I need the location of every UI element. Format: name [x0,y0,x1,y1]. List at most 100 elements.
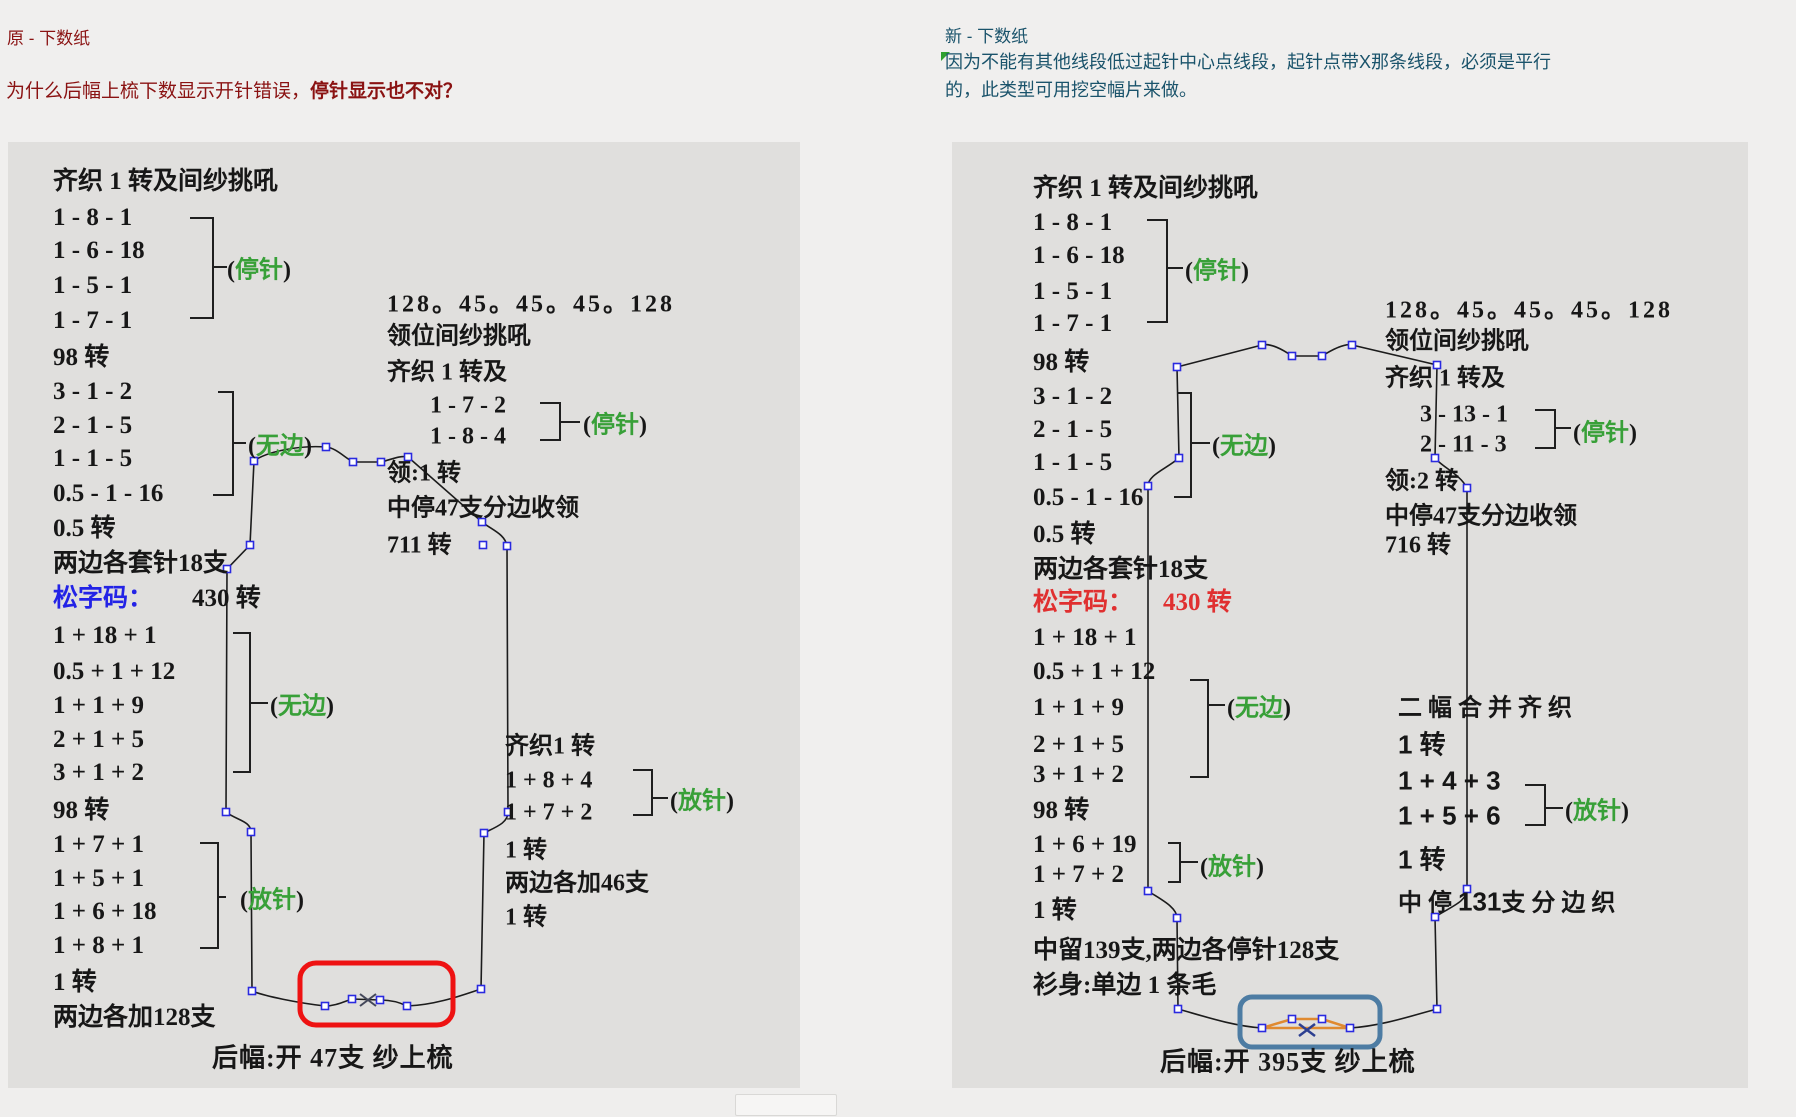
control-point-handle[interactable] [1462,884,1472,894]
control-point-handle[interactable] [403,452,413,462]
instruction-line: 1 + 7 + 1 [53,831,144,858]
instruction-line: 1 - 6 - 18 [1033,242,1125,269]
paren: ) [726,788,734,815]
instruction-line: 1 + 1 + 9 [53,692,144,719]
control-point-handle[interactable] [321,442,331,452]
instruction-line: 1 - 8 - 4 [430,423,506,450]
control-point-handle[interactable] [1287,351,1297,361]
instruction-line: 128。45。45。45。128 [387,291,675,318]
control-point-handle[interactable] [320,1001,330,1011]
control-point-handle[interactable] [402,1001,412,1011]
paren: ( [240,887,248,914]
loose-code-label: 松字码： [53,585,154,612]
control-point-handle[interactable] [249,456,259,466]
instruction-line: 齐织 1 转及间纱挑吼 [53,168,279,195]
control-point-handle[interactable] [479,828,489,838]
control-point-handle[interactable] [375,995,385,1005]
control-point-handle[interactable] [1257,1023,1267,1033]
instruction-line: 1 - 1 - 5 [1033,449,1113,476]
control-point-handle[interactable] [503,807,513,817]
label-text: 放针 [678,788,726,815]
instruction-line: 1 转 [1033,897,1077,924]
bracket [1168,842,1198,883]
control-point-handle[interactable] [1257,340,1267,350]
label-text: 停针 [1193,258,1241,285]
control-point-handle[interactable] [1347,340,1357,350]
control-point-handle[interactable] [1143,886,1153,896]
comment-marker-icon [941,52,950,61]
instruction-line: 711 转 [387,532,452,559]
instruction-line: 衫身:单边 1 条毛 [1033,972,1217,999]
control-point-handle[interactable] [1345,1023,1355,1033]
control-point-handle[interactable] [1172,913,1182,923]
control-point-handle[interactable] [1173,1004,1183,1014]
control-point-handle[interactable] [1317,351,1327,361]
instruction-line: 齐织 1 转及间纱挑吼 [1033,175,1259,202]
start-point-x-icon [1298,1023,1316,1037]
instruction-line: 1 转 [53,969,97,996]
bracket [1535,409,1571,449]
label-text: 无边 [1235,695,1283,722]
control-point-handle[interactable] [1174,453,1184,463]
control-point-handle[interactable] [1462,483,1472,493]
bottom-strip-box [735,1094,837,1116]
instruction-line: 1 + 8 + 4 [505,767,593,794]
control-point-handle[interactable] [376,457,386,467]
paren: ( [1200,854,1208,881]
bracket [633,769,668,816]
control-point-handle[interactable] [1287,1014,1297,1024]
paren: ( [227,257,235,284]
garment-outline-original[interactable] [225,445,509,1007]
paren: ( [1212,433,1220,460]
control-point-handle[interactable] [1430,453,1440,463]
control-point-handle[interactable] [1432,360,1442,370]
control-point-handle[interactable] [347,994,357,1004]
control-point-handle[interactable] [247,986,257,996]
instruction-line: 1 + 4 + 3 [1398,765,1501,796]
control-point-handle[interactable] [246,827,256,837]
add-needle-label: (放针) [1565,791,1629,826]
paren: ) [326,693,334,720]
control-point-handle[interactable] [1432,1004,1442,1014]
start-point-x-icon [359,993,377,1007]
instruction-line: 两边各套针18支 [1033,556,1209,583]
instruction-line: 1 - 5 - 1 [53,272,133,299]
bracket-group [1147,219,1571,883]
instruction-line: 2 - 1 - 5 [1033,416,1113,443]
stop-needle-label: (停针) [1573,413,1637,448]
paren: ) [296,887,304,914]
instruction-line: 98 转 [53,797,110,824]
instruction-line: 0.5 + 1 + 12 [1033,658,1156,685]
instruction-line: 领:1 转 [387,460,461,487]
control-point-handle[interactable] [348,457,358,467]
instruction-line: 中 停 131支 分 边 织 [1398,883,1615,918]
instruction-line: 3 + 1 + 2 [1033,761,1124,788]
instruction-line: 两边各加128支 [53,1004,216,1031]
instruction-line: 3 - 1 - 2 [53,378,133,405]
control-point-handle[interactable] [1172,362,1182,372]
paren: ( [1573,420,1581,447]
loose-code-value: 430 转 [1163,589,1232,616]
paren: ) [1241,258,1249,285]
stop-needle-label: (停针) [1185,251,1249,286]
bracket [200,842,226,949]
control-point-handle[interactable] [222,564,232,574]
control-point-handle[interactable] [478,540,488,550]
instruction-line: 1 + 6 + 18 [53,898,157,925]
control-point-handle[interactable] [1430,912,1440,922]
paren: ( [1565,798,1573,825]
control-point-handle[interactable] [476,984,486,994]
control-point-handle[interactable] [1317,1014,1327,1024]
line-segment: 131 [1458,886,1502,917]
paren: ) [1283,695,1291,722]
control-point-handle[interactable] [477,517,487,527]
loose-code-label: 松字码： [1033,589,1134,616]
control-point-handle[interactable] [502,541,512,551]
instruction-line: 1 + 7 + 2 [1033,861,1124,888]
instruction-line: 齐织1 转 [505,733,595,760]
instruction-line: 齐织 1 转及 [387,359,507,386]
control-point-handle[interactable] [221,807,231,817]
control-point-handle[interactable] [245,540,255,550]
cast-on-segment[interactable] [1261,1017,1351,1030]
control-point-handle[interactable] [1143,481,1153,491]
